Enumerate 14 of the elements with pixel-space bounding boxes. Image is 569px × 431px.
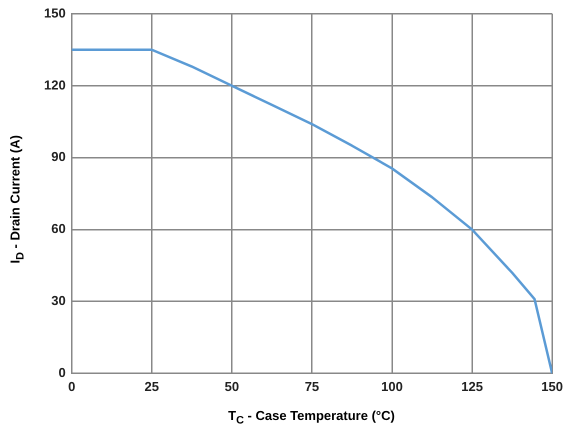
y-tick-label: 120 <box>44 77 66 92</box>
x-tick-label: 75 <box>304 378 320 394</box>
x-tick-label: 25 <box>144 378 159 394</box>
y-tick-label: 90 <box>51 149 66 164</box>
y-tick-label: 60 <box>51 221 66 236</box>
x-tick-label: 125 <box>461 378 483 394</box>
x-axis-title: T$_{C}$ - Case Temperature (°C) <box>227 408 396 427</box>
x-tick-label: 150 <box>541 378 564 394</box>
x-tick-label: 100 <box>381 378 403 394</box>
x-tick-label: 50 <box>224 378 240 394</box>
y-tick-label: 30 <box>51 293 66 308</box>
y-tick-label: 0 <box>58 364 66 380</box>
y-tick-label: 150 <box>44 5 66 20</box>
x-tick-label: 0 <box>68 378 76 394</box>
